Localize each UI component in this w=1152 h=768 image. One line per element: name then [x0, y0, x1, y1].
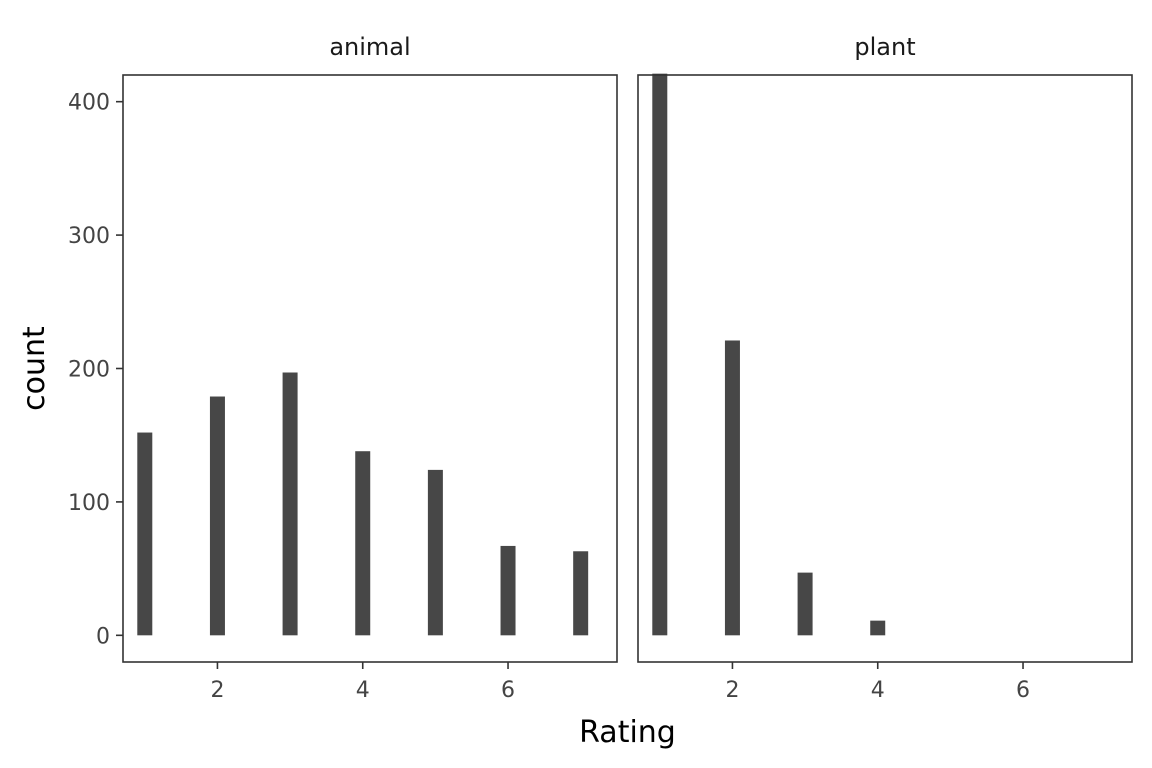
panel-strip-label-plant: plant: [854, 33, 915, 61]
bar-animal-3: [282, 372, 298, 636]
y-tick-label-300: 300: [68, 224, 110, 249]
bar-animal-7: [573, 551, 589, 636]
bar-animal-6: [500, 545, 516, 636]
panel-strip-label-animal: animal: [329, 33, 410, 61]
panel-border-plant: [637, 74, 1133, 663]
y-tick-label-100: 100: [68, 491, 110, 516]
bar-plant-4: [870, 620, 886, 636]
bar-plant-1: [652, 73, 668, 636]
x-tick-label-animal-6: 6: [501, 678, 515, 703]
bar-animal-4: [355, 451, 371, 636]
x-tick-label-animal-2: 2: [210, 678, 224, 703]
x-tick-label-plant-2: 2: [725, 678, 739, 703]
bar-plant-3: [797, 572, 813, 636]
y-tick-label-200: 200: [68, 358, 110, 383]
x-tick-label-plant-4: 4: [871, 678, 885, 703]
bar-animal-2: [209, 396, 225, 636]
y-tick-label-0: 0: [96, 624, 110, 649]
bar-animal-1: [137, 432, 153, 636]
y-tick-label-400: 400: [68, 91, 110, 116]
x-tick-label-plant-6: 6: [1016, 678, 1030, 703]
y-axis-title: count: [17, 326, 52, 411]
x-tick-label-animal-4: 4: [356, 678, 370, 703]
bar-plant-2: [724, 340, 740, 636]
bar-animal-5: [427, 469, 443, 636]
x-axis-title: Rating: [579, 715, 676, 750]
